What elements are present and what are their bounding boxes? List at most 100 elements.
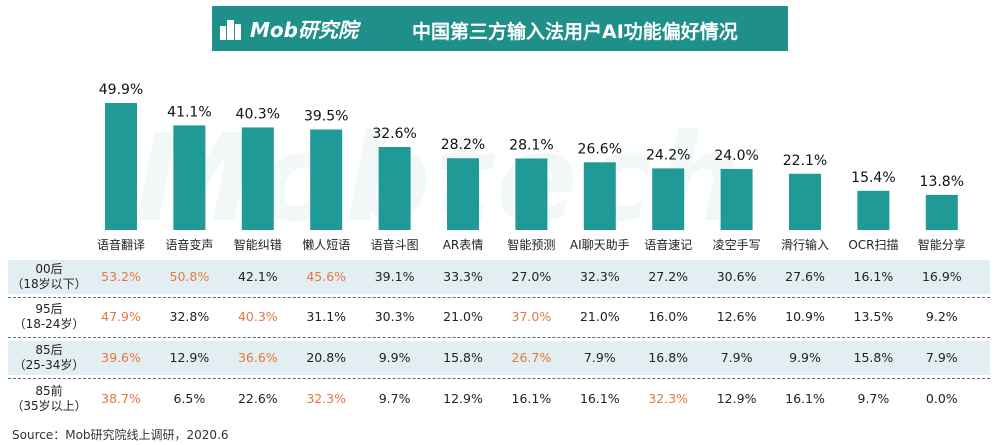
table-row: 85后 （25-34岁） 39.6% 12.9% 36.6% 20.8% 9.9% 15.8%…	[8, 341, 990, 375]
table-cell: 16.0%	[648, 309, 689, 324]
page-title: 中国第三方输入法用户AI功能偏好情况	[412, 21, 738, 43]
bar-value-label: 39.5%	[304, 108, 348, 124]
row-header: 85后 （25-34岁）	[8, 341, 90, 375]
table-cell: 0.0%	[925, 391, 958, 406]
table-cell: 30.3%	[374, 309, 415, 324]
table-cell: 32.3%	[648, 391, 689, 406]
bar-value-label: 26.6%	[578, 141, 622, 157]
row-header: 85前 （35岁以上）	[8, 382, 90, 416]
bar-value-label: 32.6%	[372, 126, 416, 142]
bar-1	[173, 125, 206, 230]
bar-7	[583, 162, 616, 230]
table-cell: 38.7%	[101, 391, 141, 406]
bar-10	[789, 173, 821, 230]
table-cell: 30.6%	[716, 269, 757, 284]
row-header: 00后 （18岁以下）	[8, 260, 90, 294]
table-cell: 32.3%	[579, 269, 620, 284]
watermark-text: Mobtech	[135, 110, 747, 249]
bar-5	[447, 158, 479, 230]
table-cell: 27.0%	[511, 269, 552, 284]
table-cell: 9.2%	[925, 309, 958, 324]
category-label: 滑行输入	[781, 237, 829, 252]
row-header-label: 00后	[35, 262, 63, 276]
header-banner: Mob研究院 中国第三方输入法用户AI功能偏好情况	[212, 6, 788, 51]
bar-value-label: 40.3%	[236, 106, 280, 122]
table-cell: 31.1%	[306, 309, 347, 324]
table-cell: 50.8%	[169, 269, 210, 284]
bar-11	[857, 190, 890, 230]
bar-value-label: 49.9%	[99, 82, 143, 98]
table-cell: 20.8%	[306, 350, 347, 365]
table-cell: 9.7%	[857, 391, 890, 406]
table-cell: 12.9%	[443, 391, 483, 406]
row-header-sublabel: （18岁以下）	[11, 277, 87, 291]
row-header-label: 85前	[35, 384, 63, 398]
table-cell: 36.6%	[237, 350, 278, 365]
row-divider	[8, 297, 990, 298]
bar-value-label: 24.2%	[646, 147, 690, 163]
bar-value-label: 28.1%	[509, 137, 553, 153]
row-header-sublabel: （18-24岁）	[13, 317, 85, 331]
table-cell: 12.9%	[716, 391, 757, 406]
category-label: 语音速记	[644, 237, 692, 252]
category-label: OCR扫描	[848, 238, 898, 252]
table-cell: 22.6%	[237, 391, 278, 406]
table-row: 95后 （18-24岁） 47.9% 32.8% 40.3% 31.1% 30.3% 21.0…	[8, 300, 990, 334]
bar-0	[105, 103, 137, 230]
brand-logo: Mob研究院	[218, 12, 358, 45]
table-cell: 12.9%	[169, 350, 210, 365]
table-cell: 16.8%	[648, 350, 689, 365]
bar-chart: 49.9% 语音翻译 41.1% 语音变声 40.3% 智能纠错 39.5% 懒人短语 32.6…	[97, 82, 966, 252]
table-cell: 7.9%	[925, 350, 958, 365]
table-cell: 27.2%	[648, 269, 689, 284]
bar-value-label: 13.8%	[920, 174, 964, 190]
table-cell: 16.1%	[853, 269, 894, 284]
row-header-label: 85后	[35, 343, 63, 357]
table-cell: 10.9%	[785, 309, 825, 324]
table-cell: 16.9%	[921, 269, 962, 284]
table-cell: 9.9%	[789, 350, 821, 365]
bar-value-label: 15.4%	[851, 170, 895, 186]
table-cell: 16.1%	[579, 391, 620, 406]
category-label: 语音变声	[165, 237, 213, 252]
row-header: 95后 （18-24岁）	[8, 300, 90, 334]
table-cell: 26.7%	[511, 350, 552, 365]
table-cell: 32.3%	[306, 391, 347, 406]
category-label: 语音翻译	[97, 237, 145, 252]
bar-4	[378, 147, 411, 230]
table-cell: 13.5%	[853, 309, 894, 324]
category-label: 语音斗图	[371, 237, 419, 252]
table-cell: 21.0%	[579, 309, 620, 324]
table-cell: 47.9%	[101, 309, 141, 324]
table-cell: 12.6%	[716, 309, 757, 324]
bar-12	[925, 194, 958, 230]
category-label: 智能预测	[507, 237, 555, 252]
table-cell: 32.8%	[169, 309, 210, 324]
category-label: AR表情	[443, 238, 484, 252]
table-row: 85前 （35岁以上） 38.7% 6.5% 22.6% 32.3% 9.7% 12.9% 16…	[8, 382, 990, 416]
bar-value-label: 22.1%	[783, 153, 827, 169]
row-header-sublabel: （35岁以上）	[11, 399, 87, 413]
table-cell: 39.6%	[101, 350, 141, 365]
table-cell: 21.0%	[443, 309, 483, 324]
bar-value-label: 24.0%	[714, 148, 758, 164]
table-cell: 16.1%	[511, 391, 552, 406]
table-cell: 15.8%	[443, 350, 483, 365]
table-row: 00后 （18岁以下） 53.2% 50.8% 42.1% 45.6% 39.1% 33.3%…	[8, 260, 990, 294]
table-cell: 7.9%	[720, 350, 753, 365]
table-cell: 6.5%	[173, 391, 206, 406]
category-label: AI聊天助手	[570, 238, 630, 252]
table-cell: 53.2%	[101, 269, 141, 284]
source-note: Source：Mob研究院线上调研，2020.6	[12, 428, 229, 442]
table-cell: 15.8%	[853, 350, 894, 365]
table-cell: 45.6%	[306, 269, 347, 284]
table-cell: 9.7%	[378, 391, 411, 406]
bar-value-label: 41.1%	[167, 104, 211, 120]
bar-8	[652, 168, 685, 230]
row-header-label: 95后	[35, 302, 63, 316]
category-label: 智能纠错	[234, 237, 282, 252]
bar-value-label: 28.2%	[441, 137, 485, 153]
table-cell: 42.1%	[237, 269, 278, 284]
table-cell: 37.0%	[511, 309, 552, 324]
logo-text: Mob研究院	[250, 18, 358, 42]
